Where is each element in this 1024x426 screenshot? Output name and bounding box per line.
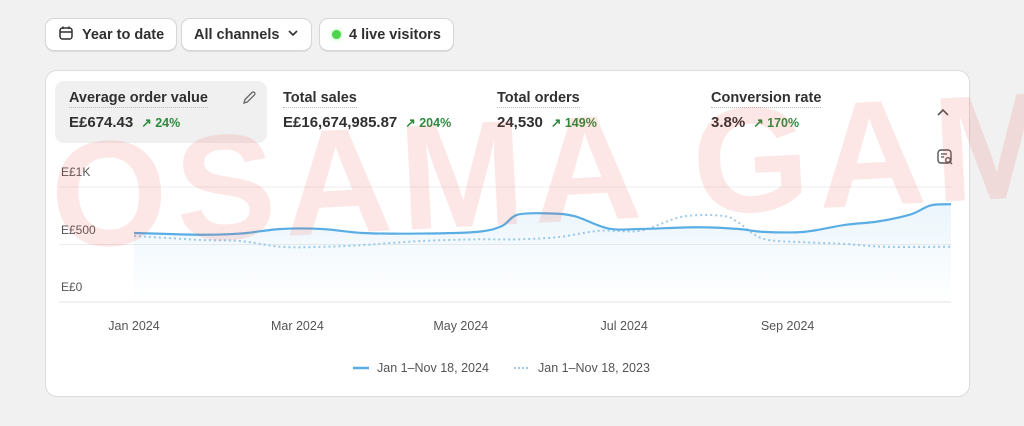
metric-value: E£16,674,985.87 [283,114,398,131]
metric-value: 24,530 [497,114,543,131]
legend-item-current[interactable]: Jan 1–Nov 18, 2024 [353,361,489,375]
series-area [134,204,951,302]
metric-total-orders[interactable]: Total orders 24,530 ↗ 149% [483,81,693,143]
x-tick-label: Jul 2024 [600,319,648,333]
calendar-icon [58,25,74,45]
y-tick-label: E£500 [61,222,96,237]
x-tick-label: Jan 2024 [108,319,160,333]
date-range-label: Year to date [82,26,165,43]
metric-label: Total sales [283,90,357,108]
chevron-down-icon [287,27,299,43]
channels-dropdown[interactable]: All channels [181,18,313,51]
x-tick-label: Sep 2024 [760,319,815,333]
metric-value: 3.8% [711,114,746,131]
legend-item-previous[interactable]: Jan 1–Nov 18, 2023 [514,361,650,375]
channels-label: All channels [194,26,280,43]
metric-total-sales[interactable]: Total sales E£16,674,985.87 ↗ 204% [269,81,479,143]
y-tick-label: E£0 [61,280,83,294]
metric-conversion-rate[interactable]: Conversion rate 3.8% ↗ 170% [697,81,907,143]
pencil-icon[interactable] [241,90,257,111]
metric-delta: ↗ 149% [550,116,597,130]
date-range-button[interactable]: Year to date [45,18,178,51]
analytics-card: Average order value E£674.43 ↗ 24% Total … [45,70,970,397]
dotted-line-icon [514,367,530,369]
metric-delta: ↗ 24% [141,116,181,130]
x-tick-label: May 2024 [433,319,489,333]
metric-average-order-value[interactable]: Average order value E£674.43 ↗ 24% [55,81,267,143]
metric-delta: ↗ 204% [405,116,452,130]
metric-label: Total orders [497,90,580,108]
live-dot-icon [332,30,341,39]
solid-line-icon [353,366,369,370]
line-chart [59,186,952,303]
legend-label: Jan 1–Nov 18, 2023 [538,361,650,375]
series-line-current[interactable] [133,203,952,236]
metric-value: E£674.43 [69,114,134,131]
live-visitors-label: 4 live visitors [349,26,441,43]
chevron-up-icon[interactable] [936,104,950,122]
live-visitors-button[interactable]: 4 live visitors [319,18,454,51]
y-tick-label: E£1K [61,165,91,179]
metric-delta: ↗ 170% [753,116,800,130]
chart-search-icon[interactable] [936,148,954,171]
metric-label: Average order value [69,90,208,108]
x-tick-label: Mar 2024 [270,319,324,333]
legend-label: Jan 1–Nov 18, 2024 [377,361,489,375]
metric-label: Conversion rate [711,90,822,108]
